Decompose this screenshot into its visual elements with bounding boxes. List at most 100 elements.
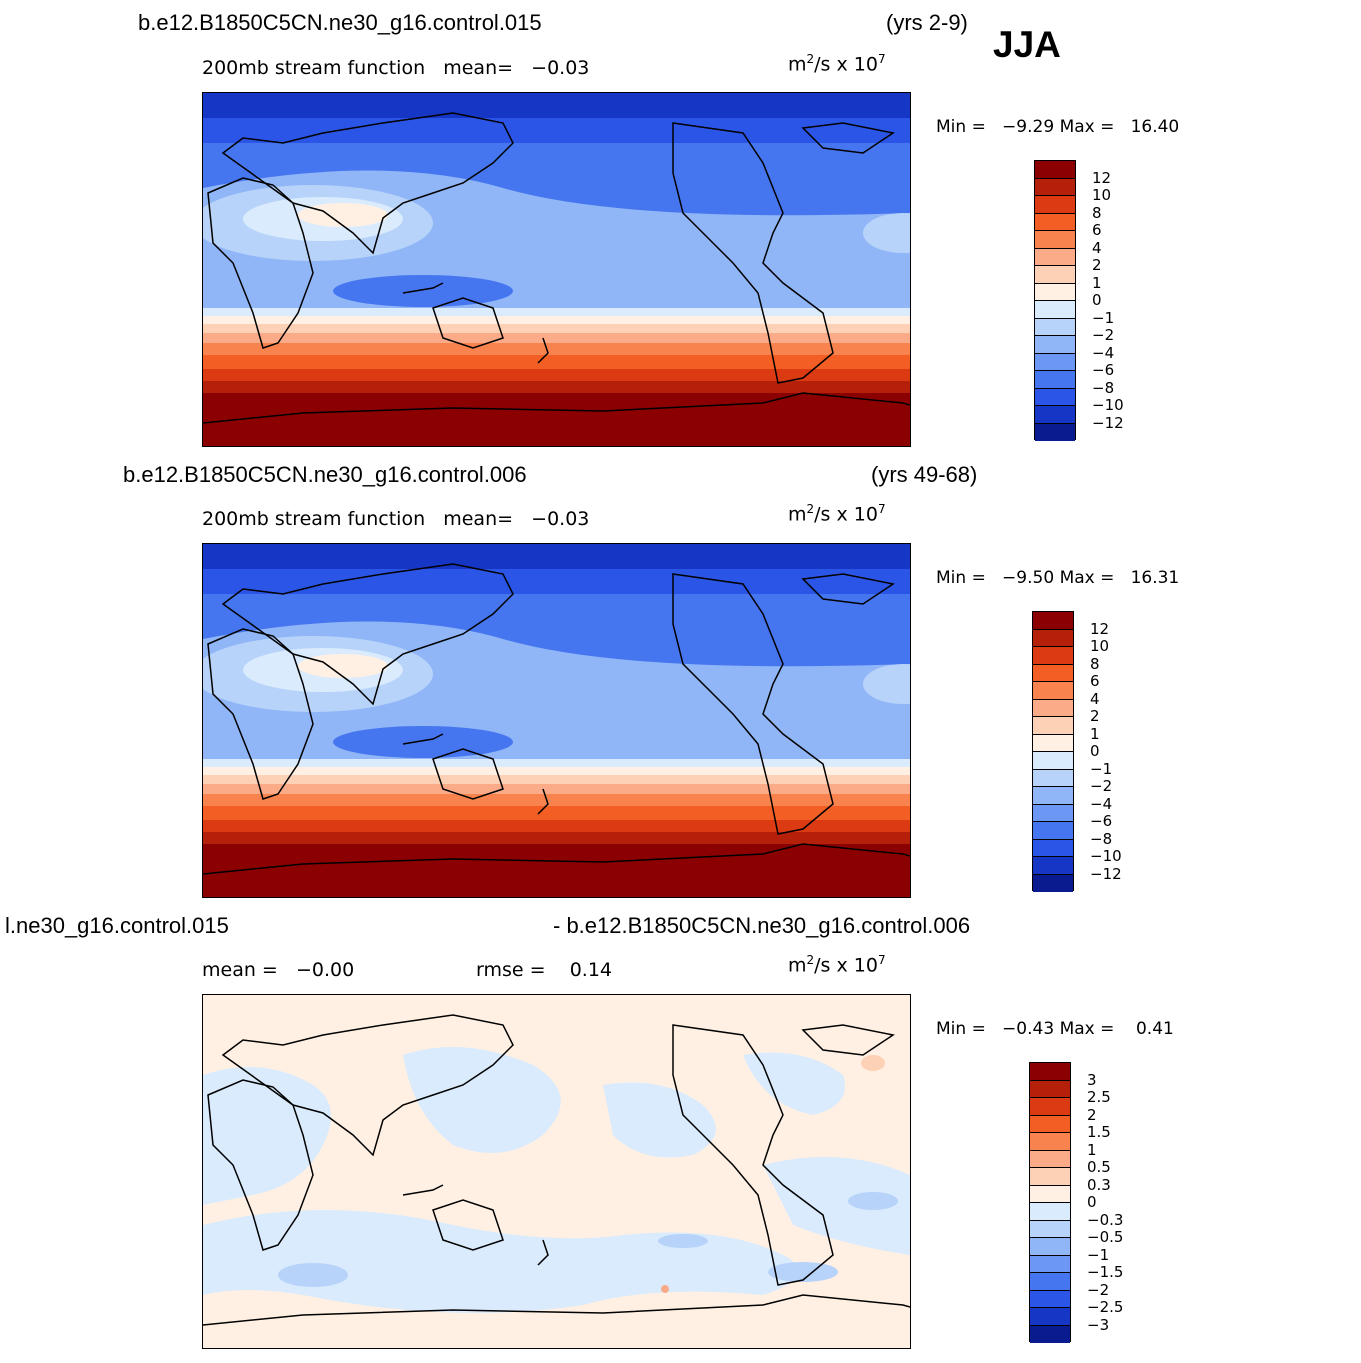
colorbar-cell (1035, 336, 1075, 354)
panel2-subtitle: 200mb stream function mean= −0.03 (202, 508, 590, 530)
colorbar-label: 8 (1092, 203, 1102, 222)
colorbar-label: −2 (1087, 1280, 1110, 1299)
colorbar-label: 0.3 (1087, 1175, 1111, 1194)
colorbar-cell (1033, 612, 1073, 630)
panel3-units: m2/s x 107 (788, 953, 886, 977)
colorbar-label: 2 (1090, 707, 1100, 725)
colorbar-label: −12 (1090, 864, 1122, 883)
colorbar-cell (1035, 283, 1075, 301)
colorbar-label: −12 (1092, 413, 1124, 432)
colorbar-cell (1033, 857, 1073, 875)
colorbar-label: 6 (1090, 672, 1100, 690)
colorbar-cell (1030, 1133, 1070, 1151)
colorbar-cell (1035, 248, 1075, 266)
colorbar-cell (1030, 1255, 1070, 1273)
colorbar-cell (1033, 752, 1073, 770)
colorbar-cell (1035, 353, 1075, 371)
colorbar-label: 1 (1087, 1140, 1097, 1159)
colorbar-cell (1035, 301, 1075, 319)
colorbar-label: −4 (1092, 343, 1115, 362)
panel1-map (202, 92, 911, 447)
colorbar-cell (1033, 839, 1073, 857)
colorbar-cell (1035, 196, 1075, 214)
colorbar-label: 0 (1090, 742, 1100, 760)
colorbar-box (1032, 611, 1074, 892)
colorbar-label: 3 (1087, 1070, 1097, 1089)
colorbar-label: −6 (1092, 361, 1115, 379)
colorbar-label: −1 (1087, 1245, 1110, 1264)
panel3-case-right: - b.e12.B1850C5CN.ne30_g16.control.006 (553, 913, 971, 938)
colorbar-cell (1033, 804, 1073, 822)
colorbar-label: −2 (1090, 777, 1113, 795)
colorbar-cell (1030, 1220, 1070, 1238)
colorbar-label: 10 (1090, 637, 1110, 655)
colorbar-cell (1035, 423, 1075, 441)
colorbar-box (1029, 1062, 1071, 1343)
colorbar-label: −10 (1090, 847, 1122, 865)
colorbar-label: −0.5 (1087, 1228, 1124, 1246)
panel3-minmax: Min = −0.43 Max = 0.41 (936, 1019, 1174, 1039)
colorbar-label: 8 (1090, 654, 1100, 673)
panel3-rmse: rmse = 0.14 (476, 959, 612, 981)
colorbar-cell (1033, 787, 1073, 805)
colorbar-cell (1030, 1098, 1070, 1116)
colorbar-label: 0 (1087, 1193, 1097, 1211)
colorbar-cell (1035, 318, 1075, 336)
panel2-map (202, 543, 911, 898)
colorbar-label: 12 (1090, 619, 1110, 638)
panel1-minmax: Min = −9.29 Max = 16.40 (936, 117, 1180, 137)
colorbar-cell (1030, 1115, 1070, 1133)
colorbar-label: 2 (1092, 256, 1102, 274)
colorbar-cell (1030, 1290, 1070, 1308)
colorbar-label: −2.5 (1087, 1298, 1124, 1316)
colorbar-cell (1030, 1203, 1070, 1221)
colorbar-cell (1033, 874, 1073, 892)
colorbar-cell (1030, 1150, 1070, 1168)
colorbar-box (1034, 160, 1076, 441)
colorbar-cell (1033, 699, 1073, 717)
colorbar-cell (1033, 717, 1073, 735)
colorbar-label: −2 (1092, 326, 1115, 344)
colorbar-label: 1 (1090, 724, 1100, 743)
colorbar-label: 1.5 (1087, 1123, 1111, 1141)
panel2-minmax: Min = −9.50 Max = 16.31 (936, 568, 1180, 588)
colorbar-label: −3 (1087, 1315, 1110, 1334)
colorbar-label: 6 (1092, 221, 1102, 239)
colorbar-cell (1035, 213, 1075, 231)
season-label: JJA (993, 24, 1061, 65)
colorbar-cell (1035, 406, 1075, 424)
colorbar-cell (1030, 1063, 1070, 1081)
panel2-years: (yrs 49-68) (871, 462, 978, 487)
colorbar-label: −1.5 (1087, 1263, 1124, 1281)
colorbar-label: −1 (1092, 308, 1115, 327)
colorbar-cell (1030, 1185, 1070, 1203)
colorbar-label: −4 (1090, 794, 1113, 813)
colorbar-label: 10 (1092, 186, 1112, 204)
colorbar-label: 4 (1090, 689, 1100, 708)
panel1-units: m2/s x 107 (788, 52, 886, 76)
panel3-map (202, 994, 911, 1349)
panel1-case-title: b.e12.B1850C5CN.ne30_g16.control.015 (138, 10, 542, 35)
colorbar-label: 4 (1092, 238, 1102, 257)
panel1-subtitle: 200mb stream function mean= −0.03 (202, 57, 590, 79)
colorbar-cell (1030, 1325, 1070, 1343)
colorbar-cell (1033, 647, 1073, 665)
colorbar-cell (1035, 388, 1075, 406)
colorbar-label: −10 (1092, 396, 1124, 414)
colorbar-cell (1035, 371, 1075, 389)
panel3-case-left: l.ne30_g16.control.015 (5, 913, 229, 938)
colorbar-cell (1035, 178, 1075, 196)
colorbar-cell (1033, 682, 1073, 700)
colorbar-cell (1030, 1273, 1070, 1291)
colorbar-label: 2.5 (1087, 1088, 1111, 1106)
colorbar-label: −6 (1090, 812, 1113, 830)
colorbar-cell (1035, 161, 1075, 179)
colorbar-cell (1033, 664, 1073, 682)
colorbar-label: 0 (1092, 291, 1102, 309)
colorbar-label: 0.5 (1087, 1158, 1111, 1176)
colorbar-cell (1035, 231, 1075, 249)
colorbar-cell (1030, 1080, 1070, 1098)
colorbar-label: 1 (1092, 273, 1102, 292)
colorbar-cell (1033, 822, 1073, 840)
panel2-units: m2/s x 107 (788, 502, 886, 526)
